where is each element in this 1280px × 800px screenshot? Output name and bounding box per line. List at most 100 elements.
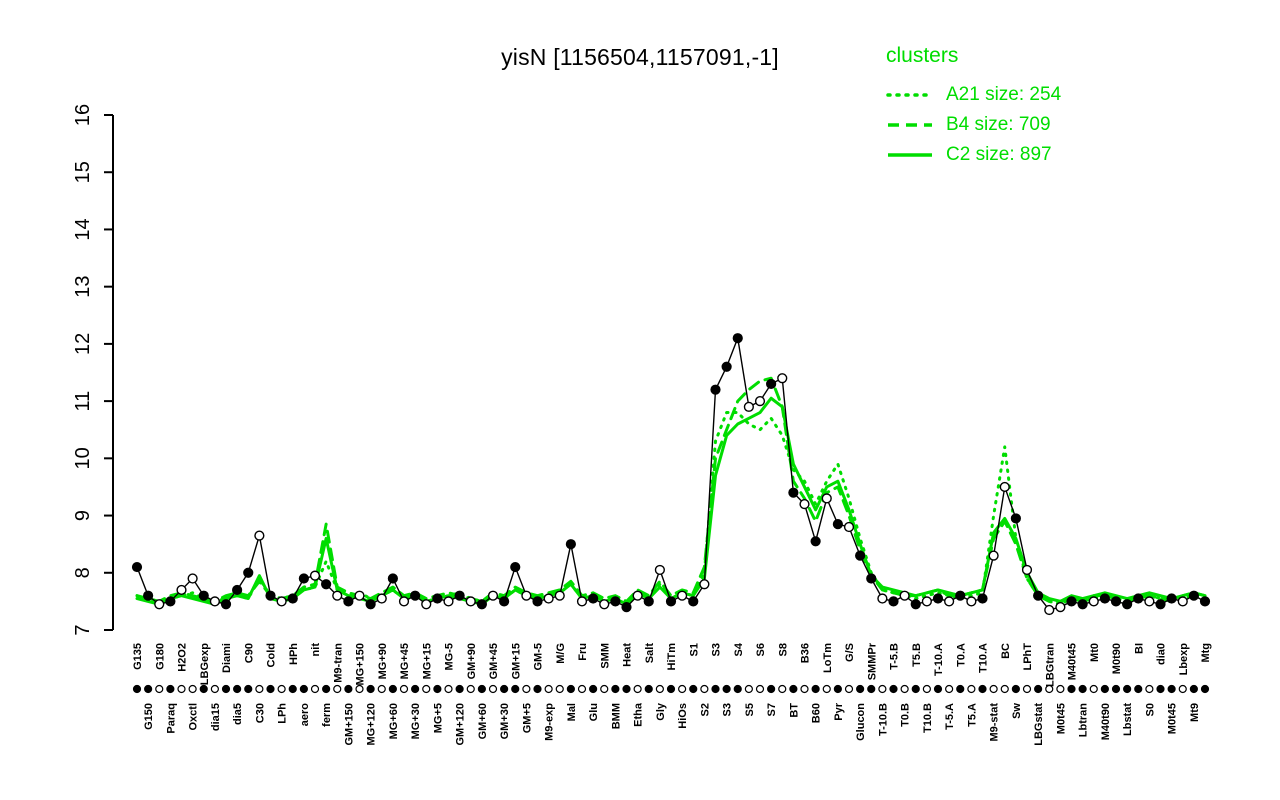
x-axis-label: M0t90 xyxy=(1111,643,1123,674)
x-axis-label: Heat xyxy=(622,643,634,667)
x-axis-label: S3 xyxy=(711,643,723,656)
condition-symbol xyxy=(744,684,753,694)
condition-symbol xyxy=(1000,684,1009,694)
gene-data-point xyxy=(932,593,944,604)
gene-data-point xyxy=(877,593,888,604)
x-axis-label: Etha xyxy=(633,702,645,727)
condition-symbol xyxy=(1100,684,1109,694)
x-axis-label: T5.A xyxy=(966,703,978,727)
condition-symbol xyxy=(199,684,208,694)
x-axis-label: T-5.A xyxy=(944,703,956,730)
gene-data-point xyxy=(343,596,354,607)
x-axis-label: S6 xyxy=(755,643,767,656)
condition-symbol xyxy=(978,684,987,694)
x-axis-label: M9-stat xyxy=(989,703,1001,742)
condition-symbol xyxy=(778,684,787,694)
condition-symbol xyxy=(933,684,943,694)
x-axis-label: LoTm xyxy=(822,643,834,673)
gene-data-point xyxy=(955,590,966,601)
dashed-line-icon xyxy=(888,123,932,127)
gene-data-point xyxy=(309,570,321,581)
condition-symbol xyxy=(755,684,765,694)
gene-data-point xyxy=(476,599,487,610)
gene-data-point xyxy=(621,602,632,613)
condition-symbol xyxy=(244,684,253,694)
x-axis-label: dia0 xyxy=(1156,643,1168,665)
x-axis-label: G/S xyxy=(844,643,856,662)
condition-symbol xyxy=(1022,684,1032,694)
condition-symbol xyxy=(1167,684,1176,694)
gene-data-point xyxy=(743,401,754,412)
condition-symbol xyxy=(221,684,231,694)
gene-data-point xyxy=(1144,596,1155,607)
condition-symbol xyxy=(310,684,320,694)
x-axis-label: MG+120 xyxy=(366,703,378,746)
condition-symbol xyxy=(1067,684,1076,694)
condition-symbol xyxy=(155,684,164,694)
x-axis-label: Glu xyxy=(588,703,600,721)
condition-symbol xyxy=(477,684,486,694)
condition-symbol xyxy=(922,684,931,694)
gene-data-point xyxy=(198,590,209,601)
cluster-line-C2 xyxy=(135,396,1207,606)
condition-symbol xyxy=(856,684,865,694)
condition-symbol xyxy=(377,684,386,694)
gene-data-point xyxy=(499,596,510,607)
condition-symbol xyxy=(299,684,308,694)
x-axis-label: Salt xyxy=(644,643,656,664)
gene-data-point xyxy=(1010,513,1021,524)
condition-symbol xyxy=(600,684,609,694)
condition-symbol xyxy=(1045,684,1054,694)
gene-data-point xyxy=(321,579,332,590)
condition-symbol xyxy=(233,684,242,694)
y-axis-tick-label: 16 xyxy=(72,104,94,126)
y-axis-tick-label: 14 xyxy=(72,218,94,240)
x-axis-label: M9-tran xyxy=(332,643,344,683)
gene-data-point xyxy=(432,593,443,604)
condition-symbol xyxy=(1089,684,1098,694)
gene-data-point xyxy=(365,599,376,610)
gene-data-point xyxy=(1099,593,1110,604)
x-axis-label: GM+30 xyxy=(499,703,511,739)
gene-data-point xyxy=(576,596,588,607)
cluster-line-A21 xyxy=(135,411,1207,606)
gene-data-point xyxy=(521,590,532,601)
condition-symbol xyxy=(1156,684,1165,694)
gene-data-point xyxy=(265,590,276,601)
condition-symbol xyxy=(255,684,264,694)
gene-data-point xyxy=(298,573,309,584)
x-axis-label: Glucon xyxy=(855,703,867,741)
x-axis-label: MG+15 xyxy=(421,643,433,679)
x-axis-label: dia15 xyxy=(210,703,222,731)
gene-data-point xyxy=(910,599,921,610)
x-axis-label: MG+150 xyxy=(355,643,367,686)
gene-data-point xyxy=(454,590,465,601)
x-axis-label: BC xyxy=(1000,643,1012,659)
gene-data-point xyxy=(777,373,788,384)
condition-symbol xyxy=(945,684,954,694)
gene-data-point xyxy=(1033,590,1044,601)
gene-data-point xyxy=(988,550,999,561)
condition-symbol xyxy=(867,684,876,694)
gene-data-point xyxy=(588,593,599,604)
condition-symbol xyxy=(889,684,898,694)
condition-symbol xyxy=(144,684,153,694)
x-axis-label: M40t90 xyxy=(1100,703,1112,740)
x-axis-label: S8 xyxy=(777,643,789,656)
condition-symbol xyxy=(833,684,842,694)
x-axis-label: T10.A xyxy=(978,643,990,673)
condition-symbol xyxy=(210,684,219,694)
gene-data-point xyxy=(1122,599,1133,610)
gene-data-point xyxy=(832,519,843,530)
condition-symbol xyxy=(511,684,520,694)
x-axis-label: Lbtran xyxy=(1078,703,1090,738)
gene-data-point xyxy=(243,567,254,578)
gene-data-point xyxy=(220,599,232,610)
condition-symbol xyxy=(177,684,186,694)
gene-data-point xyxy=(187,573,198,584)
gene-data-point xyxy=(354,590,365,601)
gene-data-point xyxy=(788,487,799,498)
x-axis-label: LBGstat xyxy=(1033,703,1045,746)
condition-symbol xyxy=(1200,684,1210,694)
